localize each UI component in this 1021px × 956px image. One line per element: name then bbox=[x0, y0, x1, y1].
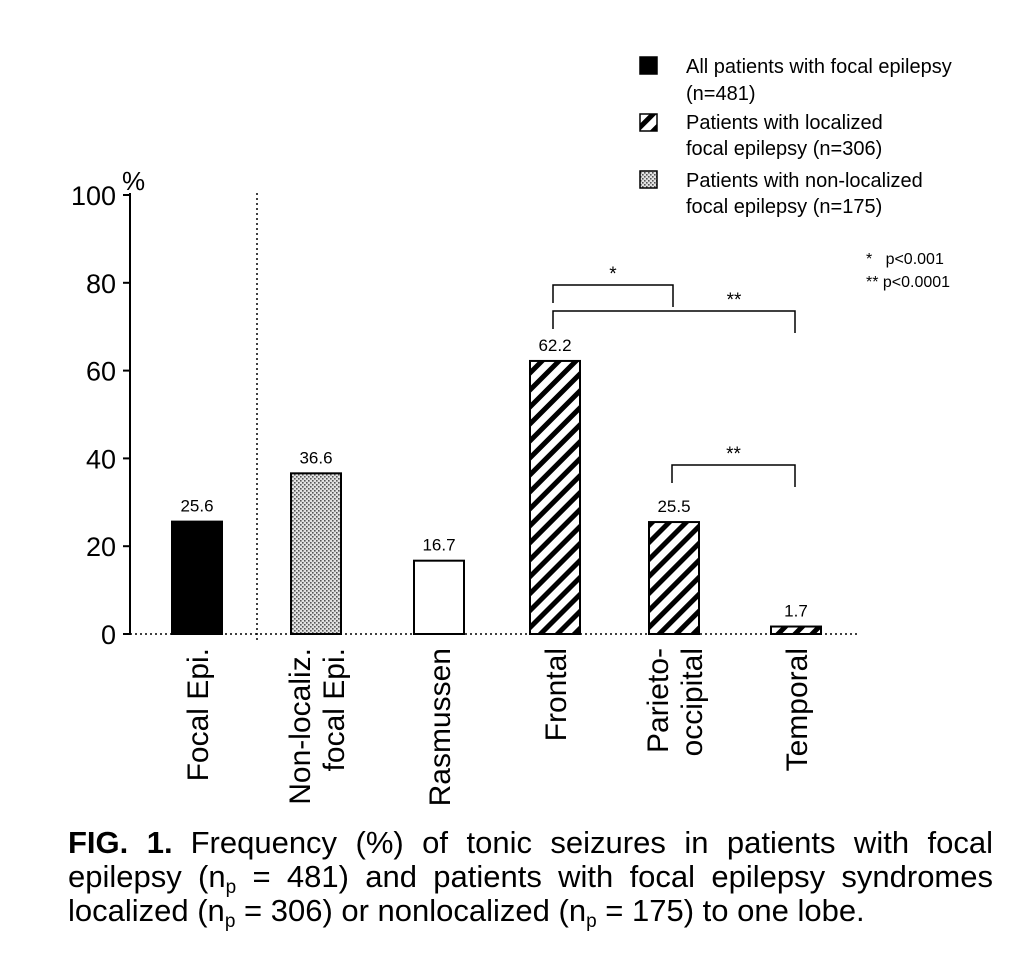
legend-label-non-localized: Patients with non-localized focal epileps… bbox=[686, 170, 923, 218]
bar-parieto-occipital bbox=[648, 521, 700, 635]
caption-text-4: = 175) to one lobe. bbox=[596, 893, 865, 928]
significance-marker: * bbox=[609, 264, 617, 285]
caption-sub-3: p bbox=[586, 911, 597, 932]
bar-rasmussen bbox=[413, 559, 465, 636]
caption-text-1: Frequency (%) of tonic seizures in patie… bbox=[68, 825, 993, 894]
significance-note-1: * p<0.001 bbox=[866, 251, 944, 268]
value-label-parieto-occipital: 25.5 bbox=[657, 497, 690, 516]
category-label-focal-epi: Focal Epi. bbox=[182, 648, 215, 781]
bar-non-localiz-focal-epi bbox=[290, 472, 342, 635]
y-tick-label: 0 bbox=[101, 620, 116, 650]
y-tick-label: 80 bbox=[86, 269, 116, 299]
significance-bracket bbox=[671, 464, 796, 487]
significance-note-2: ** p<0.0001 bbox=[866, 274, 950, 291]
value-label-frontal: 62.2 bbox=[538, 336, 571, 355]
value-label-focal-epi: 25.6 bbox=[180, 497, 213, 516]
value-label-rasmussen: 16.7 bbox=[422, 536, 455, 555]
y-tick-label: 100 bbox=[71, 181, 116, 211]
bar-frontal bbox=[529, 359, 581, 635]
figure-caption: FIG. 1. Frequency (%) of tonic seizures i… bbox=[68, 825, 993, 932]
y-tick-label: 60 bbox=[86, 357, 116, 387]
legend: All patients with focal epilepsy (n=481) … bbox=[639, 56, 952, 218]
category-label-rasmussen: Rasmussen bbox=[424, 648, 457, 806]
category-label-temporal: Temporal bbox=[781, 648, 814, 771]
caption-text-2: = 481) and patients with focal epilepsy … bbox=[68, 859, 993, 928]
significance-marker: ** bbox=[726, 444, 741, 465]
category-label-parieto-occipital: Parieto-occipital bbox=[642, 648, 709, 756]
y-tick-label: 20 bbox=[86, 532, 116, 562]
caption-label: FIG. 1. bbox=[68, 825, 173, 860]
legend-label-all-patients: All patients with focal epilepsy (n=481) bbox=[686, 56, 952, 105]
legend-swatch-dotted bbox=[639, 170, 658, 189]
significance-bracket bbox=[552, 284, 674, 307]
value-label-temporal: 1.7 bbox=[784, 602, 808, 621]
significance-legend: * p<0.001 ** p<0.0001 bbox=[866, 251, 950, 291]
y-axis: % 0 20 40 60 80 100 bbox=[71, 166, 145, 650]
legend-label-localized: Patients with localized focal epilepsy (n… bbox=[686, 112, 883, 160]
y-axis-unit-label: % bbox=[122, 166, 145, 196]
value-label-non-localiz-focal-epi: 36.6 bbox=[299, 448, 332, 467]
significance-bracket bbox=[552, 310, 796, 333]
category-label-non-localiz-focal-epi: Non-localiz.focal Epi. bbox=[284, 648, 351, 805]
bar-focal-epi bbox=[171, 520, 223, 636]
caption-text-3: = 306) or nonlocalized (n bbox=[235, 893, 587, 928]
significance-marker: ** bbox=[727, 290, 742, 311]
legend-swatch-solid bbox=[639, 56, 658, 75]
y-tick-label: 40 bbox=[86, 444, 116, 474]
category-label-frontal: Frontal bbox=[540, 648, 573, 741]
bar-temporal bbox=[770, 625, 822, 635]
caption-sub-2: p bbox=[224, 911, 236, 932]
legend-swatch-hatched bbox=[639, 113, 658, 132]
caption-sub-1: p bbox=[225, 877, 237, 898]
